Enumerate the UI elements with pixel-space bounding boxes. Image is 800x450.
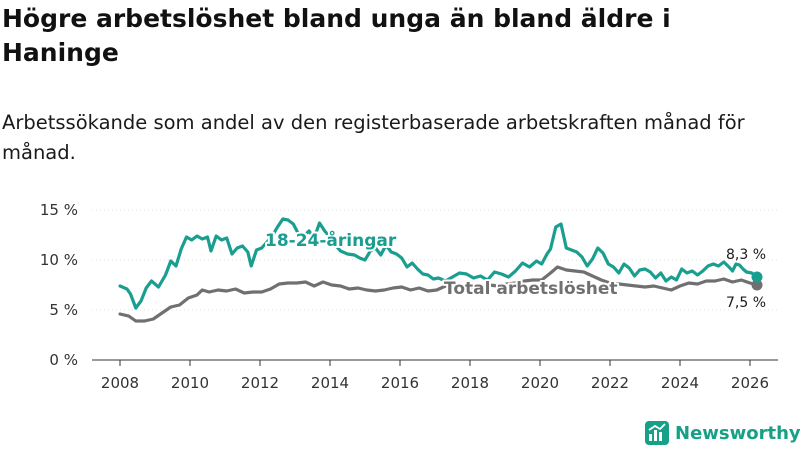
newsworthy-logo-icon [645, 421, 669, 445]
total-series-label: Total arbetslöshet [444, 279, 618, 299]
x-axis: 2008 2010 2012 2014 2016 2018 2020 2022 2024 2026 [92, 359, 778, 392]
x-tick-label: 2020 [521, 374, 559, 392]
chart-title: Högre arbetslöshet bland unga än bland ä… [2, 4, 671, 67]
brand-logo: Newsworthy [645, 420, 800, 446]
x-tick-label: 2010 [171, 374, 209, 392]
y-axis-ticks: 0 % 5 % 10 % 15 % [40, 201, 78, 369]
x-tick-label: 2022 [591, 374, 629, 392]
youth-series-label: 18-24-åringar [265, 229, 397, 251]
x-tick-label: 2016 [381, 374, 419, 392]
y-tick-label: 5 % [49, 301, 78, 319]
y-tick-label: 15 % [40, 201, 78, 219]
total-end-value-label: 7,5 % [726, 295, 766, 311]
chart-subtitle: Arbetssökande som andel av den registerb… [2, 111, 745, 164]
y-tick-label: 10 % [40, 251, 78, 269]
series-labels: 18-24-åringar Total arbetslöshet 8,3 % 7,5 … [263, 227, 766, 311]
total-series-line [118, 265, 759, 323]
total-series-end-point [751, 279, 763, 291]
youth-series-end-point [751, 271, 763, 283]
youth-series-line [118, 217, 759, 310]
brand-name: Newsworthy [675, 422, 800, 444]
series-lines [118, 217, 763, 323]
youth-end-value-label: 8,3 % [726, 247, 766, 263]
x-tick-label: 2026 [731, 374, 769, 392]
x-tick-label: 2008 [101, 374, 139, 392]
x-tick-label: 2012 [241, 374, 279, 392]
y-tick-label: 0 % [49, 351, 78, 369]
x-tick-label: 2014 [311, 374, 349, 392]
x-tick-label: 2018 [451, 374, 489, 392]
x-tick-label: 2024 [661, 374, 699, 392]
